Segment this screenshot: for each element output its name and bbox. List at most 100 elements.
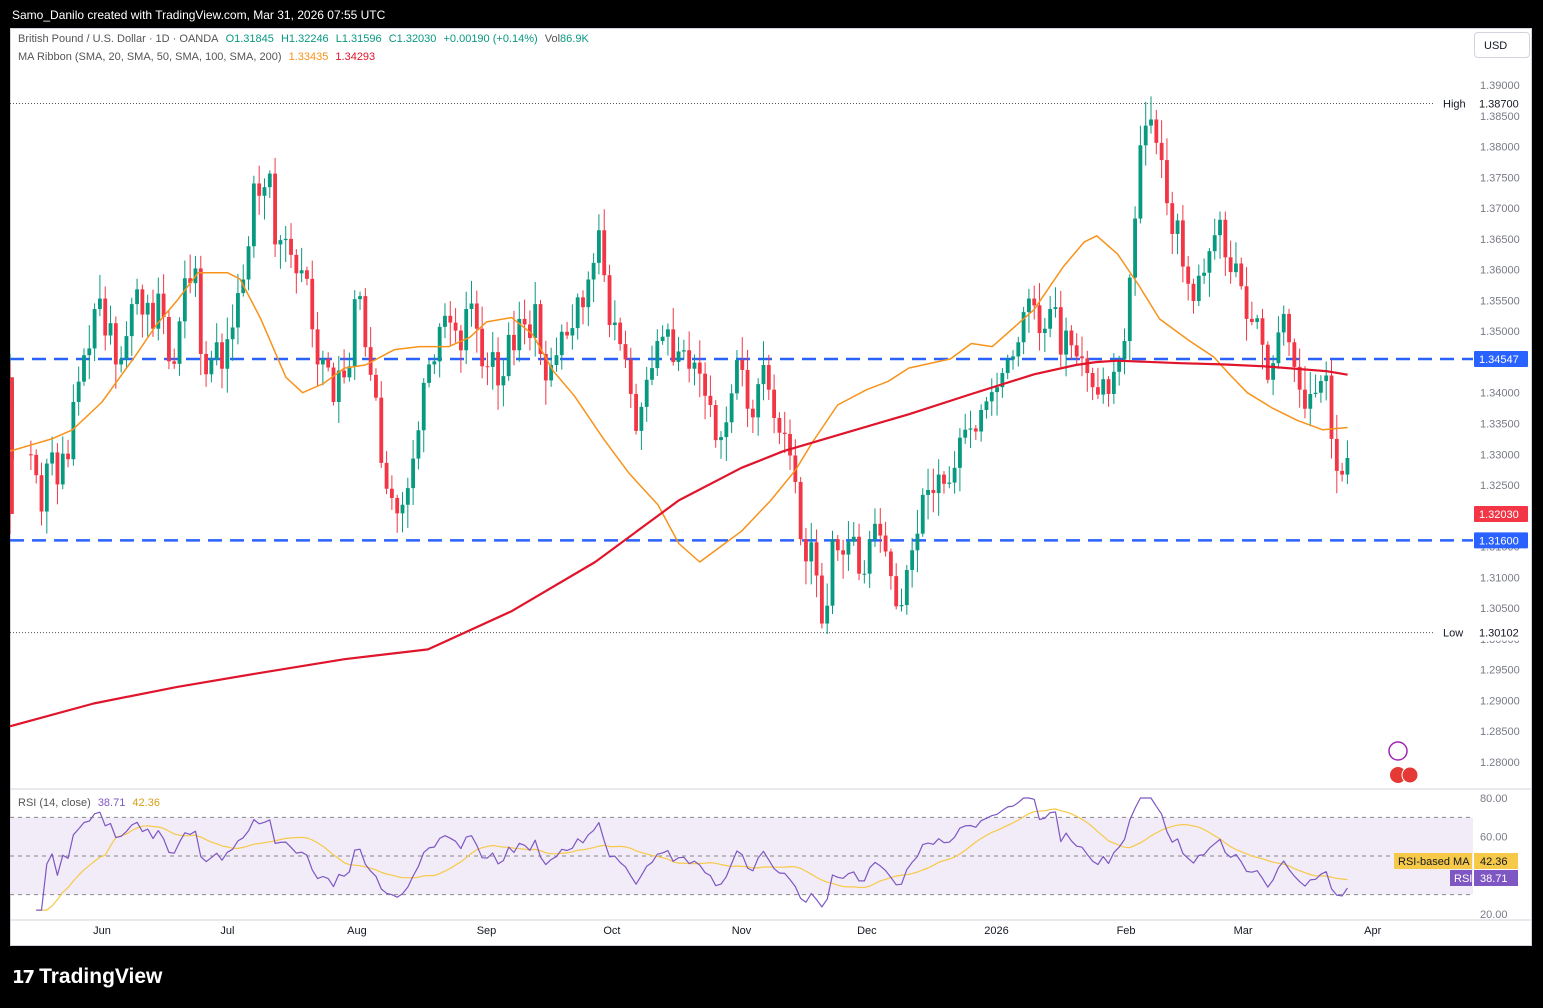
candle-body: [597, 230, 601, 263]
us-flag-event-icon[interactable]: [1390, 767, 1406, 783]
candle-body: [1042, 328, 1047, 334]
candle-body: [262, 187, 267, 196]
candle-body: [347, 366, 352, 378]
date-axis-label: Sep: [477, 925, 497, 937]
candle-body: [209, 359, 214, 375]
ohlc-low: L1.31596: [335, 33, 382, 45]
candle-body: [135, 289, 139, 305]
candle-body: [819, 575, 824, 624]
us-flag-event-icon-2[interactable]: [1401, 766, 1419, 784]
candle-body: [257, 183, 262, 196]
candle-body: [1149, 119, 1153, 126]
candle-body: [565, 331, 569, 336]
candle-body: [873, 523, 877, 540]
high-label: High: [1443, 98, 1466, 110]
candle-body: [559, 331, 564, 356]
rsi-tag-value: 42.36: [1480, 856, 1508, 868]
candle-body: [416, 430, 421, 459]
candle-body: [1180, 220, 1185, 267]
candle-body: [793, 455, 798, 482]
date-axis-label: Dec: [857, 925, 877, 937]
candle-body: [697, 362, 702, 374]
candle-body: [591, 262, 596, 280]
candle-body: [1021, 312, 1026, 343]
currency-button[interactable]: USD: [1474, 32, 1530, 58]
candle-body: [1308, 393, 1313, 409]
candle-body: [1106, 379, 1111, 394]
candle-body: [1154, 119, 1159, 143]
candle-body: [506, 334, 511, 377]
rsi-tag-label-bg: [1450, 870, 1472, 886]
candle-body: [634, 393, 638, 431]
candle-body: [34, 454, 39, 476]
footer-brand: 𝟭𝟳 TradingView: [12, 962, 162, 992]
candle-body: [835, 539, 840, 551]
candle-body: [655, 341, 660, 369]
candle-body: [464, 309, 469, 351]
candle-body: [745, 369, 750, 409]
candle-body: [995, 387, 999, 393]
candle-body: [920, 494, 925, 534]
candle-body: [899, 605, 904, 607]
candle-body: [1303, 389, 1307, 409]
candle-body: [374, 374, 378, 398]
price-axis-tick: 1.29000: [1480, 695, 1520, 707]
candle-body: [1329, 375, 1334, 439]
chart-canvas[interactable]: 1.39000 1.38500 1.38000 1.37500 1.37000 1.365…: [10, 28, 1532, 946]
date-axis-label: Feb: [1117, 925, 1136, 937]
candle-body: [1096, 387, 1100, 395]
candle-body: [389, 488, 394, 498]
candle-body: [151, 302, 155, 329]
candle-body: [39, 475, 44, 512]
candle-body: [538, 304, 543, 354]
candle-body: [225, 339, 230, 369]
lightning-event-icon[interactable]: [1388, 741, 1408, 761]
candle-body: [55, 452, 60, 485]
candle-body: [788, 433, 792, 456]
candle-body: [204, 353, 208, 375]
date-axis-label: Oct: [603, 925, 620, 937]
candle-body: [443, 315, 447, 327]
candle-body: [1133, 218, 1137, 278]
candle-body: [1223, 219, 1228, 258]
candle-body: [1249, 318, 1254, 322]
candle-body: [915, 533, 920, 551]
candle-body: [1165, 160, 1169, 204]
candle-body: [50, 452, 55, 464]
low-value: 1.30102: [1479, 628, 1519, 640]
date-axis-label: Apr: [1364, 925, 1381, 937]
rsi-label: RSI (14, close): [18, 797, 91, 809]
candle-body: [326, 358, 331, 368]
candle-body: [1287, 313, 1291, 343]
candle-body: [1340, 470, 1345, 475]
candle-body: [368, 347, 373, 375]
candle-body: [145, 302, 150, 315]
candle-body: [878, 523, 883, 536]
candle-body: [1292, 342, 1297, 367]
candle-body: [1324, 375, 1329, 382]
candle-body: [119, 358, 124, 365]
candle-body: [1127, 277, 1132, 342]
candle-body: [973, 428, 978, 432]
price-axis-tick: 1.37500: [1480, 172, 1520, 184]
candle-body: [71, 401, 76, 460]
date-axis-label: Nov: [732, 925, 752, 937]
low-tag-bg: [1435, 624, 1530, 641]
rsi-tag-label: RSI-based MA: [1398, 856, 1470, 868]
chart-credit: Samo_Danilo created with TradingView.com…: [12, 8, 386, 22]
candle-body: [198, 268, 203, 354]
candle-body: [581, 297, 585, 308]
candle-body: [251, 183, 256, 247]
volume-label: Vol: [544, 33, 561, 45]
sma-20-line: [10, 235, 1348, 563]
candle-body: [28, 454, 33, 456]
candle-body: [549, 365, 554, 381]
candle-body: [522, 318, 527, 325]
candle-body: [830, 539, 835, 606]
candle-body: [124, 336, 129, 359]
candle-body: [618, 322, 623, 345]
ohlc-open: O1.31845: [225, 33, 274, 45]
candle-body: [82, 355, 86, 382]
candle-body: [846, 541, 851, 555]
candle-body: [363, 296, 368, 348]
